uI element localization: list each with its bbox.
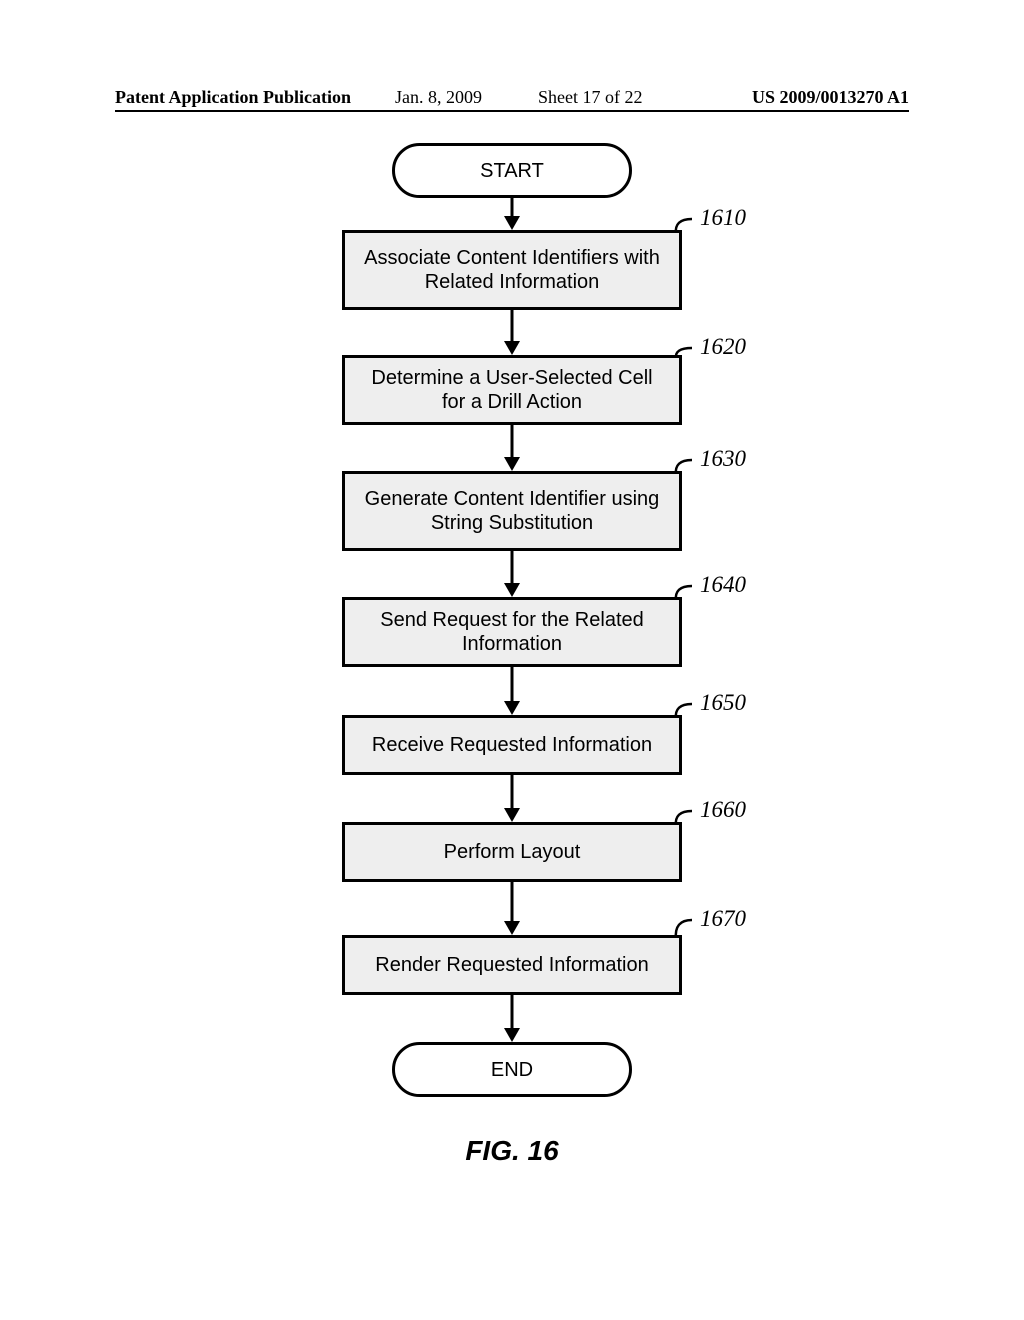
page: Patent Application Publication Jan. 8, 2…	[0, 0, 1024, 1320]
process-box-1610: Associate Content Identifiers with Relat…	[342, 230, 682, 310]
publication-title: Patent Application Publication	[115, 87, 351, 108]
start-terminator: START	[392, 143, 632, 198]
publication-date: Jan. 8, 2009	[395, 87, 482, 108]
node-label: Generate Content Identifier using String…	[361, 487, 663, 535]
publication-number: US 2009/0013270 A1	[752, 87, 909, 108]
node-label: Perform Layout	[444, 840, 581, 864]
node-label: Send Request for the Related Information	[361, 608, 663, 656]
reference-label-1630: 1630	[700, 446, 746, 472]
reference-label-1640: 1640	[700, 572, 746, 598]
sheet-number: Sheet 17 of 22	[538, 87, 642, 108]
reference-label-1620: 1620	[700, 334, 746, 360]
node-label: Receive Requested Information	[372, 733, 652, 757]
header: Patent Application Publication Jan. 8, 2…	[115, 84, 909, 112]
reference-label-1670: 1670	[700, 906, 746, 932]
figure-caption: FIG. 16	[465, 1135, 558, 1167]
reference-label-1610: 1610	[700, 205, 746, 231]
end-terminator: END	[392, 1042, 632, 1097]
process-box-1650: Receive Requested Information	[342, 715, 682, 775]
node-label: START	[480, 159, 544, 183]
process-box-1630: Generate Content Identifier using String…	[342, 471, 682, 551]
reference-label-1660: 1660	[700, 797, 746, 823]
process-box-1620: Determine a User-Selected Cell for a Dri…	[342, 355, 682, 425]
process-box-1670: Render Requested Information	[342, 935, 682, 995]
node-label: Determine a User-Selected Cell for a Dri…	[361, 366, 663, 414]
node-label: Associate Content Identifiers with Relat…	[361, 246, 663, 294]
reference-label-1650: 1650	[700, 690, 746, 716]
process-box-1660: Perform Layout	[342, 822, 682, 882]
flowchart: START Associate Content Identifiers with …	[0, 135, 1024, 1320]
process-box-1640: Send Request for the Related Information	[342, 597, 682, 667]
node-label: Render Requested Information	[375, 953, 649, 977]
node-label: END	[491, 1058, 533, 1082]
